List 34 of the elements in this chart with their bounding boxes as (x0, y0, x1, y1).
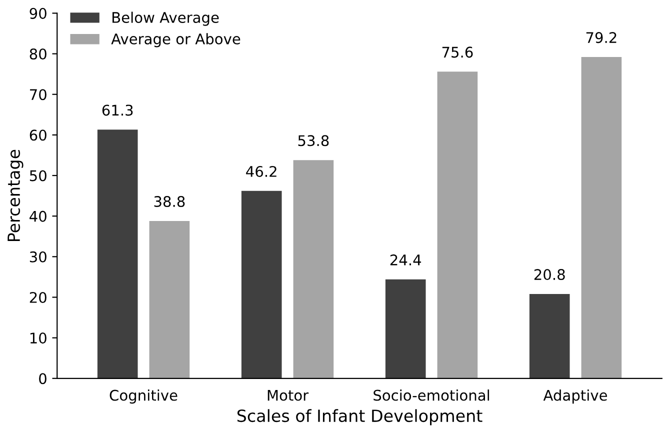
data-label: 38.8 (154, 196, 185, 208)
bar (437, 72, 478, 378)
bar (241, 190, 282, 378)
bar (385, 279, 426, 378)
x-tick-label: Cognitive (110, 390, 178, 404)
data-label: 46.2 (246, 166, 276, 177)
y-tick-label: 40 (30, 210, 46, 222)
y-tick-label: 50 (30, 170, 46, 182)
data-label: 79.2 (586, 32, 616, 44)
legend-label: Below Average (112, 12, 219, 26)
y-tick-label: 70 (30, 89, 46, 100)
x-axis-title: Scales of Infant Development (237, 409, 482, 426)
bar (293, 160, 334, 378)
y-tick-label: 80 (30, 48, 46, 60)
y-tick-label: 90 (30, 8, 46, 19)
y-tick-label: 10 (30, 332, 46, 344)
bar (149, 220, 190, 378)
y-axis-title: Percentage (8, 150, 24, 242)
data-label: 24.4 (390, 254, 422, 266)
x-tick-label: Socio-emotional (374, 390, 490, 401)
bar (97, 130, 138, 378)
bar (529, 294, 570, 378)
y-tick-label: 60 (30, 130, 46, 141)
data-label: 53.8 (298, 135, 329, 146)
y-tick-label: 0 (39, 373, 46, 384)
x-tick-label: Adaptive (543, 390, 608, 404)
data-label: 75.6 (442, 46, 473, 58)
x-tick-label: Motor (268, 390, 309, 401)
legend-label: Average or Above (111, 33, 240, 48)
y-tick-label: 20 (30, 292, 46, 303)
bar (581, 57, 622, 378)
data-label: 20.8 (534, 269, 565, 280)
y-tick-label: 30 (30, 251, 46, 262)
data-label: 61.3 (102, 104, 133, 116)
